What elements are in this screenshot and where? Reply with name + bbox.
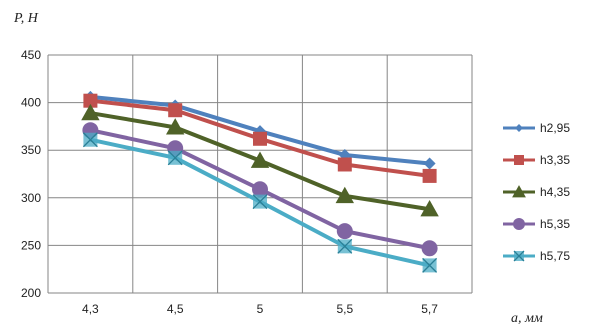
data-point (252, 194, 268, 210)
data-point (336, 223, 353, 240)
y-tick-labels: 200 250 300 350 400 450 (21, 48, 41, 300)
legend-label: h5,75 (540, 249, 570, 263)
y-tick-label: 350 (21, 143, 41, 157)
y-tick-label: 400 (21, 96, 41, 110)
data-point (421, 240, 438, 257)
data-point (423, 157, 436, 170)
legend-entry: h2,95 (503, 121, 570, 135)
data-point (337, 238, 353, 254)
legend-label: h5,35 (540, 217, 570, 231)
data-point (250, 151, 270, 168)
x-tick-label: 5,7 (421, 302, 438, 316)
legend-entry: h5,75 (503, 249, 570, 263)
series-2 (81, 103, 439, 217)
x-tick-labels: 4,3 4,5 5 5,5 5,7 (82, 302, 438, 316)
legend-label: h2,95 (540, 121, 570, 135)
x-tick-label: 5 (257, 302, 264, 316)
data-point (168, 103, 183, 118)
series-group (81, 90, 439, 273)
legend-entry: h4,35 (503, 185, 570, 199)
series-4 (82, 132, 438, 273)
legend-entry: h5,35 (503, 217, 570, 231)
legend-label: h4,35 (540, 185, 570, 199)
y-axis-title: P, H (13, 11, 39, 26)
data-point (167, 150, 183, 166)
series-1 (83, 93, 437, 183)
legend-entry: h3,35 (503, 153, 570, 167)
x-tick-label: 4,3 (82, 302, 99, 316)
data-point (420, 200, 439, 217)
legend-marker (512, 185, 526, 198)
data-point (81, 103, 100, 121)
data-point (83, 93, 98, 108)
data-point (253, 131, 267, 146)
legend-marker (513, 250, 525, 262)
data-point (82, 132, 98, 148)
y-tick-label: 200 (21, 286, 41, 300)
y-tick-label: 300 (21, 191, 41, 205)
data-point (166, 118, 185, 135)
x-tick-label: 5,5 (336, 302, 353, 316)
legend-label: h3,35 (540, 153, 570, 167)
x-tick-label: 4,5 (167, 302, 184, 316)
data-point (422, 168, 437, 183)
data-point (252, 181, 268, 198)
y-tick-label: 450 (21, 48, 41, 62)
data-point (422, 257, 438, 273)
legend: h2,95 h3,35 h4,35 h5,35 h5,75 (503, 121, 570, 263)
data-point (335, 186, 354, 204)
legend-marker (514, 155, 524, 165)
legend-marker (515, 124, 523, 132)
data-point (337, 157, 352, 172)
legend-marker (513, 218, 525, 230)
y-tick-label: 250 (21, 238, 41, 252)
x-axis-title: a, мм (511, 311, 543, 326)
